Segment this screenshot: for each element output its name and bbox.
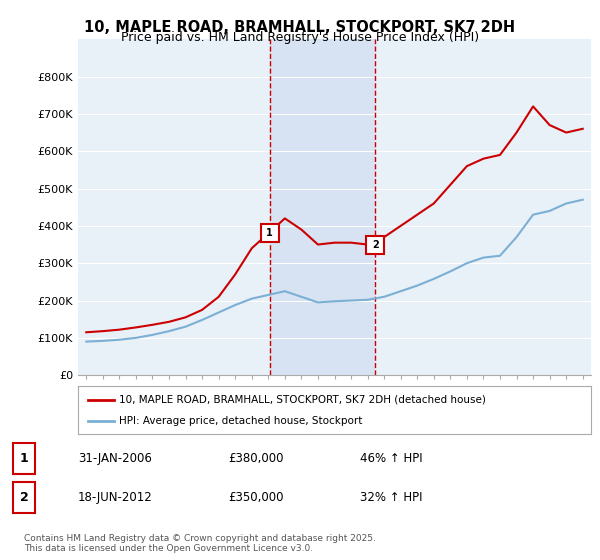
Text: 10, MAPLE ROAD, BRAMHALL, STOCKPORT, SK7 2DH (detached house): 10, MAPLE ROAD, BRAMHALL, STOCKPORT, SK7…	[119, 395, 486, 405]
Text: £350,000: £350,000	[228, 491, 284, 504]
FancyBboxPatch shape	[13, 482, 35, 514]
Text: £380,000: £380,000	[228, 452, 284, 465]
Text: 1: 1	[20, 452, 28, 465]
Text: 46% ↑ HPI: 46% ↑ HPI	[360, 452, 422, 465]
FancyBboxPatch shape	[13, 443, 35, 474]
Text: Contains HM Land Registry data © Crown copyright and database right 2025.
This d: Contains HM Land Registry data © Crown c…	[24, 534, 376, 553]
Text: 2: 2	[372, 240, 379, 250]
Text: 32% ↑ HPI: 32% ↑ HPI	[360, 491, 422, 504]
Text: 1: 1	[266, 228, 273, 239]
Text: Price paid vs. HM Land Registry's House Price Index (HPI): Price paid vs. HM Land Registry's House …	[121, 31, 479, 44]
Text: 10, MAPLE ROAD, BRAMHALL, STOCKPORT, SK7 2DH: 10, MAPLE ROAD, BRAMHALL, STOCKPORT, SK7…	[85, 20, 515, 35]
Text: 18-JUN-2012: 18-JUN-2012	[78, 491, 153, 504]
Text: 31-JAN-2006: 31-JAN-2006	[78, 452, 152, 465]
Text: HPI: Average price, detached house, Stockport: HPI: Average price, detached house, Stoc…	[119, 416, 362, 426]
Bar	[269, 39, 375, 375]
Text: 2: 2	[20, 491, 28, 504]
